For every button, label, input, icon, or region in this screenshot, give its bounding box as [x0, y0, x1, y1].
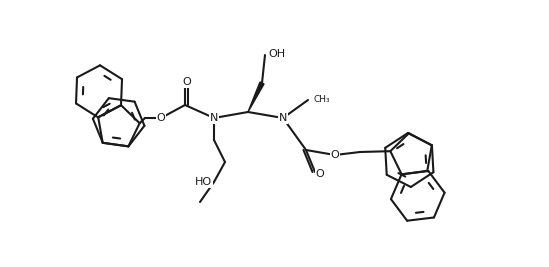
Text: N: N	[210, 113, 218, 123]
Text: CH₃: CH₃	[314, 96, 330, 104]
Polygon shape	[248, 82, 264, 112]
Text: OH: OH	[268, 49, 285, 59]
Text: N: N	[279, 113, 287, 123]
Text: HO: HO	[195, 177, 212, 187]
Text: O: O	[183, 77, 192, 87]
Text: O: O	[330, 150, 339, 160]
Text: O: O	[316, 169, 324, 179]
Text: O: O	[156, 113, 165, 123]
